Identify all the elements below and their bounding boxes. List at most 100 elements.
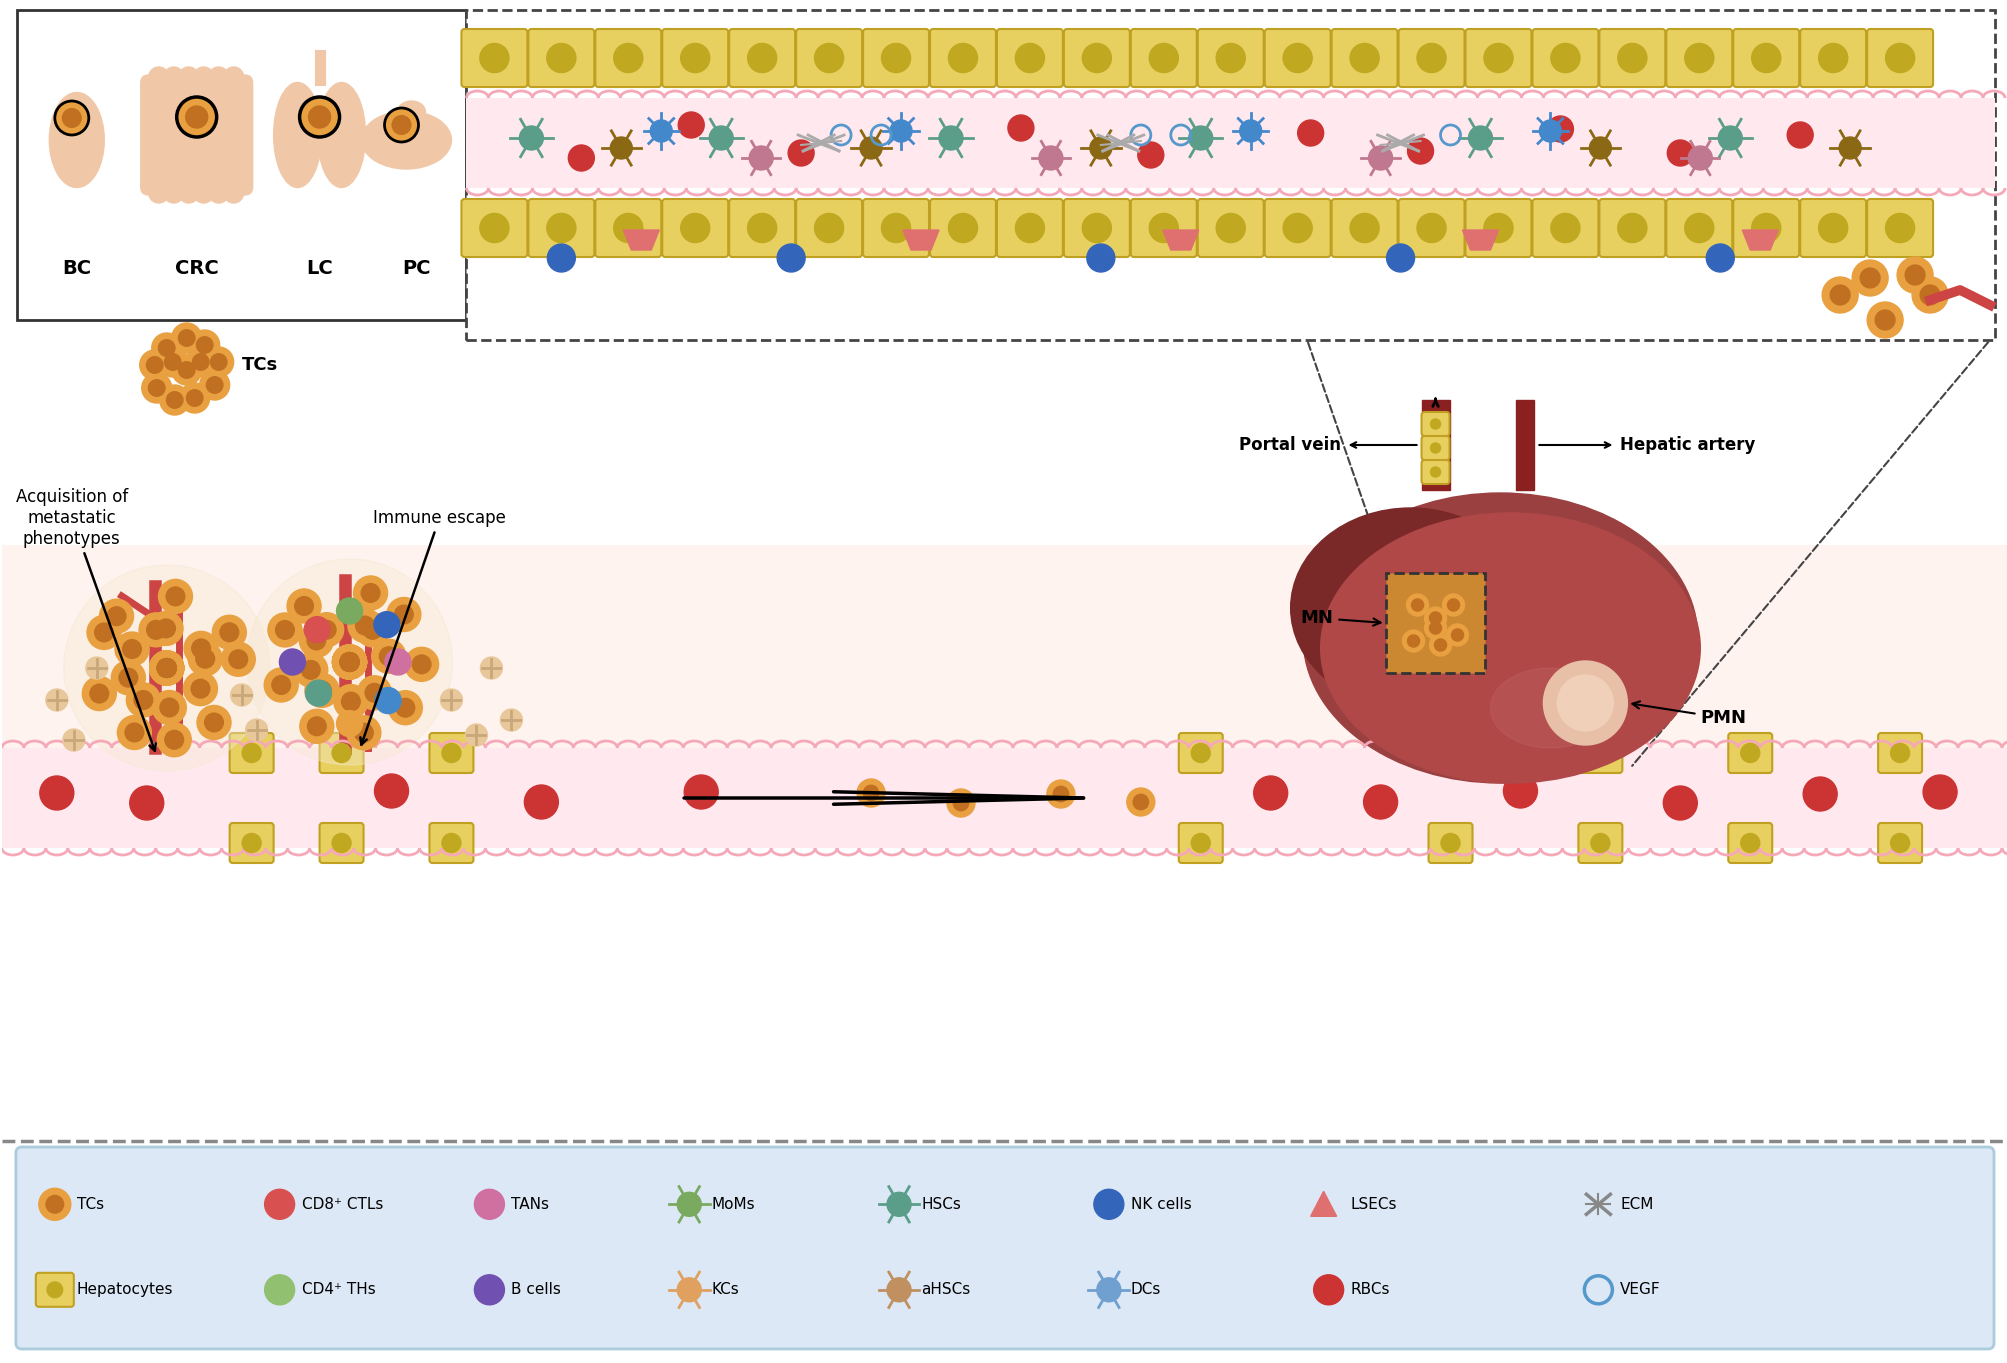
Circle shape (1148, 214, 1178, 243)
Circle shape (159, 579, 193, 613)
Circle shape (887, 1277, 911, 1302)
Text: aHSCs: aHSCs (921, 1283, 969, 1298)
FancyBboxPatch shape (1732, 29, 1798, 87)
FancyBboxPatch shape (1877, 733, 1921, 773)
Circle shape (1590, 138, 1610, 159)
Text: MoMs: MoMs (710, 1197, 755, 1212)
Circle shape (1349, 214, 1379, 243)
Circle shape (339, 653, 359, 672)
Circle shape (1590, 743, 1610, 762)
Circle shape (520, 125, 544, 150)
Circle shape (309, 106, 331, 128)
Circle shape (1818, 214, 1846, 243)
Ellipse shape (1303, 493, 1698, 782)
Circle shape (62, 109, 80, 127)
Circle shape (339, 653, 359, 672)
Circle shape (167, 587, 185, 605)
Circle shape (347, 608, 381, 642)
Circle shape (355, 724, 373, 741)
Ellipse shape (273, 83, 321, 188)
Circle shape (179, 383, 209, 413)
Circle shape (1447, 598, 1459, 611)
Circle shape (1875, 311, 1895, 330)
Circle shape (815, 214, 843, 243)
FancyBboxPatch shape (429, 733, 474, 773)
Circle shape (1885, 214, 1915, 243)
Circle shape (1188, 125, 1212, 150)
Circle shape (197, 706, 231, 740)
Circle shape (301, 661, 319, 679)
Circle shape (1429, 443, 1439, 453)
Circle shape (887, 1193, 911, 1216)
Circle shape (223, 183, 243, 203)
FancyBboxPatch shape (795, 29, 861, 87)
Circle shape (1126, 788, 1154, 816)
FancyBboxPatch shape (1465, 29, 1531, 87)
Circle shape (1349, 44, 1379, 72)
Circle shape (279, 649, 305, 675)
Polygon shape (903, 230, 939, 249)
Circle shape (153, 333, 181, 363)
Circle shape (1138, 142, 1164, 168)
Circle shape (1740, 743, 1758, 762)
Circle shape (440, 690, 462, 711)
FancyBboxPatch shape (1064, 199, 1130, 258)
Circle shape (1905, 264, 1925, 285)
Circle shape (165, 183, 183, 203)
Circle shape (317, 620, 335, 639)
Polygon shape (1461, 230, 1497, 249)
Circle shape (1282, 44, 1311, 72)
Text: CD4⁺ THs: CD4⁺ THs (301, 1283, 375, 1298)
Circle shape (62, 729, 84, 751)
Circle shape (1891, 834, 1909, 852)
Circle shape (411, 656, 432, 673)
Circle shape (161, 698, 179, 717)
Circle shape (339, 653, 359, 672)
Circle shape (245, 720, 267, 741)
Circle shape (375, 687, 401, 714)
FancyBboxPatch shape (729, 199, 795, 258)
Circle shape (40, 776, 74, 810)
Circle shape (221, 623, 239, 642)
Circle shape (614, 44, 642, 72)
Circle shape (159, 348, 187, 378)
Circle shape (1423, 617, 1445, 639)
FancyBboxPatch shape (462, 29, 528, 87)
FancyBboxPatch shape (1867, 29, 1933, 87)
Circle shape (1148, 44, 1178, 72)
Circle shape (1897, 258, 1933, 293)
Circle shape (391, 116, 411, 135)
Circle shape (265, 1190, 295, 1220)
Text: RBCs: RBCs (1351, 1283, 1389, 1298)
Circle shape (199, 369, 229, 399)
Circle shape (1802, 777, 1836, 811)
Circle shape (815, 44, 843, 72)
Circle shape (339, 653, 359, 672)
Bar (1385, 572, 1485, 673)
Circle shape (1282, 214, 1311, 243)
Circle shape (157, 658, 177, 677)
Circle shape (185, 348, 215, 378)
Circle shape (373, 612, 399, 638)
Circle shape (1090, 138, 1112, 159)
Circle shape (159, 339, 175, 356)
FancyBboxPatch shape (1877, 823, 1921, 863)
Circle shape (466, 724, 488, 746)
Circle shape (1618, 44, 1646, 72)
Circle shape (185, 631, 219, 665)
Circle shape (1441, 743, 1459, 762)
Circle shape (151, 652, 183, 686)
Circle shape (1891, 743, 1909, 762)
Circle shape (684, 776, 719, 810)
Circle shape (122, 639, 140, 658)
Circle shape (1750, 44, 1780, 72)
Circle shape (134, 691, 153, 709)
Circle shape (1445, 624, 1467, 646)
Circle shape (337, 598, 363, 624)
Circle shape (387, 691, 421, 725)
Circle shape (1190, 834, 1210, 852)
Circle shape (789, 140, 813, 166)
Circle shape (1411, 598, 1423, 611)
Circle shape (86, 616, 120, 649)
FancyBboxPatch shape (1196, 199, 1262, 258)
